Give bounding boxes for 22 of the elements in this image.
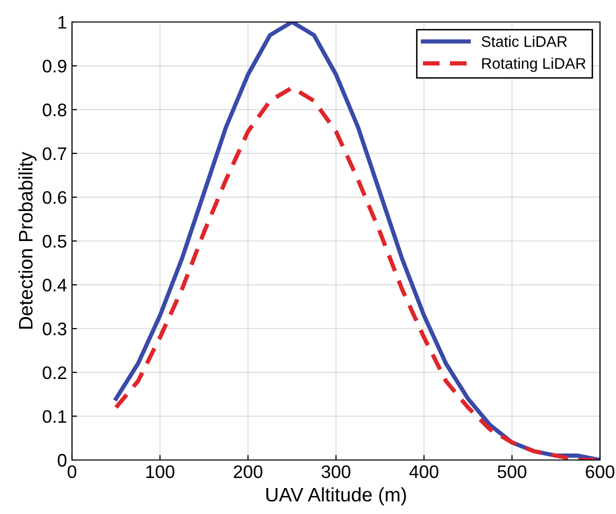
x-tick-label: 0 — [68, 465, 76, 478]
x-tick-label: 500 — [498, 465, 526, 478]
y-tick-label: 0.5 — [42, 234, 66, 248]
legend-label: Rotating LiDAR — [482, 58, 586, 72]
y-tick-label: 0.1 — [42, 410, 66, 423]
y-tick-label: 0.7 — [42, 147, 66, 160]
y-tick-label: 1 — [58, 16, 66, 29]
y-tick-label: 0.4 — [42, 278, 67, 292]
y-tick-label: 0.6 — [42, 191, 66, 204]
y-axis-title: Detection Probability — [18, 152, 36, 329]
x-tick-label: 300 — [322, 465, 350, 478]
legend-label: Static LiDAR — [482, 36, 567, 47]
y-tick-label: 0 — [58, 454, 66, 467]
x-tick-label: 600 — [586, 465, 614, 478]
x-axis-title: UAV Altitude (m) — [266, 487, 406, 506]
x-tick-label: 200 — [234, 465, 262, 478]
y-tick-label: 0.8 — [42, 104, 66, 116]
x-tick-label: 400 — [409, 465, 438, 478]
y-tick-label: 0.2 — [42, 366, 66, 380]
y-tick-label: 0.9 — [42, 60, 66, 73]
x-tick-label: 100 — [146, 465, 174, 478]
y-tick-label: 0.3 — [42, 322, 66, 336]
